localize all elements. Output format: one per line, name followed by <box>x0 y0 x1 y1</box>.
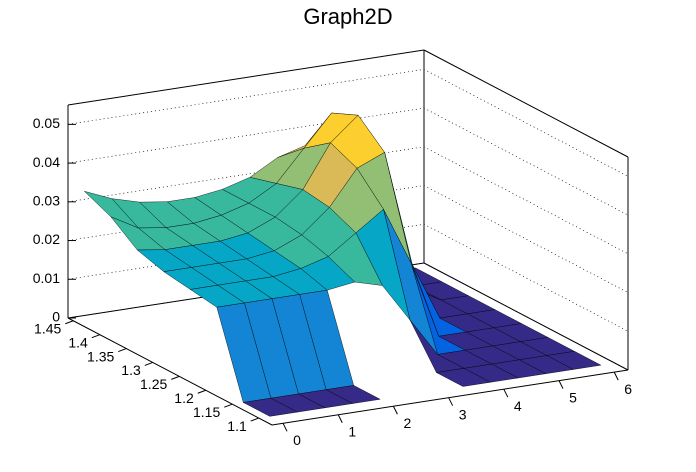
x-tick-label: 4 <box>514 398 522 414</box>
surface-cell <box>435 368 492 387</box>
z-tick-label: 0.03 <box>33 193 60 209</box>
x-tick-label: 1 <box>348 423 356 439</box>
grid-line <box>67 107 629 216</box>
x-tick-label: 5 <box>569 389 577 405</box>
box-edge <box>423 49 629 158</box>
y-tick-label: 1.2 <box>174 390 194 406</box>
x-axis <box>271 369 629 426</box>
y-tick-label: 1.45 <box>34 320 61 336</box>
y-tick <box>250 417 259 422</box>
x-tick <box>392 406 398 415</box>
y-tick <box>65 320 74 325</box>
x-tick-label: 6 <box>624 381 632 397</box>
x-tick-label: 3 <box>459 406 467 422</box>
y-tick-label: 1.3 <box>121 362 141 378</box>
x-tick <box>503 388 509 398</box>
y-tick-label: 1.15 <box>193 404 220 420</box>
z-tick-label: 0.02 <box>33 231 60 247</box>
grid-line <box>67 146 629 255</box>
y-tick <box>224 403 233 408</box>
y-tick <box>171 375 180 380</box>
y-tick-label: 1.4 <box>68 334 88 350</box>
chart-title: Graph2D <box>303 4 392 29</box>
x-tick <box>558 380 564 389</box>
z-tick-label: 0 <box>52 309 60 325</box>
x-tick <box>337 414 343 423</box>
x-tick-label: 0 <box>293 432 301 448</box>
y-tick-label: 1.1 <box>227 418 247 434</box>
y-tick-label: 1.35 <box>87 348 114 364</box>
y-axis <box>67 317 273 426</box>
x-tick <box>448 397 454 406</box>
y-tick-label: 1.25 <box>140 376 167 392</box>
z-tick-label: 0.05 <box>33 115 60 131</box>
x-tick-label: 2 <box>404 415 412 431</box>
z-tick-label: 0.04 <box>33 154 60 170</box>
y-tick <box>118 348 127 353</box>
z-tick-label: 0.01 <box>33 270 60 286</box>
grid-line <box>67 262 629 371</box>
y-tick <box>144 361 153 366</box>
y-tick <box>197 389 206 394</box>
y-tick <box>91 334 100 339</box>
x-tick <box>282 423 288 432</box>
surface-cell <box>242 397 299 417</box>
grid-line <box>67 69 629 177</box>
x-tick <box>613 371 619 381</box>
box-edge <box>67 49 425 106</box>
